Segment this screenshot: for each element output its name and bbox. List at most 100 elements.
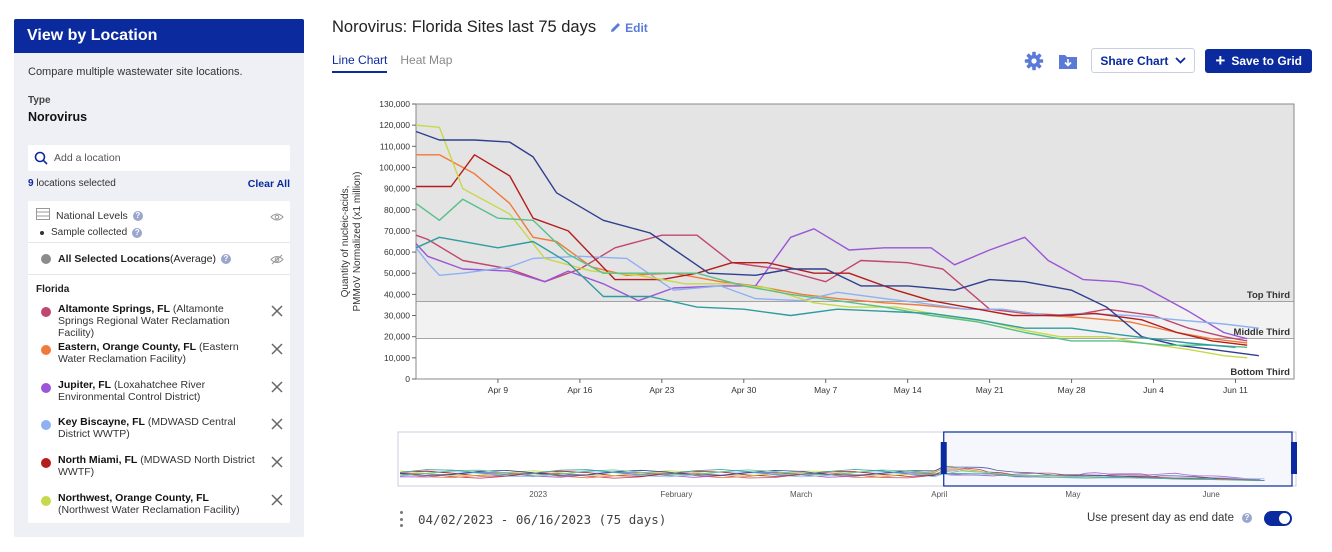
eye-icon[interactable] bbox=[270, 209, 284, 227]
eye-off-icon[interactable] bbox=[270, 254, 284, 268]
threshold-band bbox=[416, 104, 1294, 302]
x-tick-label: Apr 23 bbox=[649, 385, 674, 395]
clear-all-button[interactable]: Clear All bbox=[247, 178, 290, 190]
sidebar-header: View by Location bbox=[14, 19, 304, 53]
average-suffix: (Average) bbox=[170, 252, 216, 265]
threshold-band bbox=[416, 338, 1294, 379]
location-detail: (MDWASD North District WWTF) bbox=[58, 454, 255, 479]
location-label: Northwest, Orange County, FL (Northwest … bbox=[58, 492, 260, 516]
series-line bbox=[415, 130, 1259, 357]
series-color-dot bbox=[41, 458, 51, 469]
series-line bbox=[415, 228, 1248, 340]
location-name: Northwest, Orange County, FL bbox=[58, 491, 209, 504]
remove-location-button[interactable] bbox=[270, 455, 284, 469]
share-chart-button[interactable]: Share Chart bbox=[1091, 48, 1196, 73]
save-to-grid-button[interactable]: + Save to Grid bbox=[1205, 48, 1312, 73]
location-name: Jupiter, FL bbox=[58, 378, 112, 391]
location-label: Jupiter, FL (Loxahatchee River Environme… bbox=[58, 379, 260, 403]
help-icon[interactable]: ? bbox=[132, 227, 143, 238]
pencil-icon bbox=[611, 23, 621, 32]
sample-dot-icon bbox=[40, 230, 44, 235]
selected-count: 9 bbox=[28, 178, 34, 189]
location-item: Northwest, Orange County, FL (Northwest … bbox=[28, 490, 290, 528]
location-label: Eastern, Orange County, FL (Eastern Wate… bbox=[58, 341, 260, 365]
remove-location-button[interactable] bbox=[270, 493, 284, 507]
navigator-window bbox=[943, 431, 1293, 487]
toggle-knob bbox=[1279, 513, 1290, 524]
y-tick-label: 120,000 bbox=[379, 120, 410, 130]
chart-toolbar: Share Chart + Save to Grid bbox=[1023, 48, 1312, 73]
threshold-label: Middle Third bbox=[1234, 327, 1291, 338]
location-name: North Miami, FL bbox=[58, 454, 138, 467]
series-line bbox=[416, 154, 1248, 344]
series-color-dot bbox=[41, 307, 51, 317]
edit-button[interactable]: Edit bbox=[610, 21, 648, 35]
download-folder-icon[interactable] bbox=[1057, 50, 1079, 72]
remove-location-button[interactable] bbox=[270, 342, 284, 356]
y-tick-label: 130,000 bbox=[379, 99, 410, 109]
location-label: North Miami, FL (MDWASD North District W… bbox=[58, 454, 260, 478]
threshold-band bbox=[416, 301, 1294, 339]
location-name: Altamonte Springs, FL bbox=[58, 303, 171, 315]
close-icon bbox=[271, 381, 283, 393]
series-color-dot bbox=[41, 344, 51, 355]
location-search[interactable] bbox=[28, 145, 290, 171]
y-tick-label: 30,000 bbox=[384, 311, 410, 321]
y-tick-label: 10,000 bbox=[384, 353, 410, 363]
present-day-row: Use present day as end date ? bbox=[1087, 512, 1252, 524]
present-day-label: Use present day as end date bbox=[1086, 512, 1234, 524]
average-label: All Selected Locations bbox=[58, 252, 171, 265]
close-icon bbox=[271, 305, 283, 317]
y-tick-label: 80,000 bbox=[384, 205, 410, 215]
navigator-tick-label: June bbox=[1202, 490, 1220, 499]
share-chart-label: Share Chart bbox=[1100, 53, 1169, 68]
remove-location-button[interactable] bbox=[270, 380, 284, 394]
type-value: Norovirus bbox=[28, 110, 88, 124]
navigator-tick-label: May bbox=[1065, 490, 1080, 499]
tab-heat-map[interactable]: Heat Map bbox=[400, 53, 453, 67]
selected-suffix: locations selected bbox=[33, 178, 116, 189]
series-line bbox=[415, 124, 1248, 359]
y-tick-label: 60,000 bbox=[384, 247, 410, 257]
series-line bbox=[416, 154, 1248, 346]
sidebar-subtitle: Compare multiple wastewater site locatio… bbox=[28, 66, 243, 78]
chevron-down-icon bbox=[1175, 57, 1187, 64]
plus-icon: + bbox=[1215, 51, 1226, 70]
edit-label: Edit bbox=[625, 20, 648, 35]
page-title: Norovirus: Florida Sites last 75 days bbox=[332, 18, 597, 36]
x-tick-label: Jun 4 bbox=[1143, 385, 1164, 395]
location-detail: (Northwest Water Reclamation Facility) bbox=[58, 503, 240, 516]
location-item: Eastern, Orange County, FL (Eastern Wate… bbox=[28, 339, 290, 377]
national-levels-row: National Levels ? Sample collected ? bbox=[28, 201, 290, 243]
location-item: Jupiter, FL (Loxahatchee River Environme… bbox=[28, 377, 290, 415]
remove-location-button[interactable] bbox=[270, 304, 284, 318]
help-icon[interactable]: ? bbox=[220, 253, 231, 264]
threshold-label: Top Third bbox=[1247, 290, 1290, 301]
chart-tabs: Line Chart Heat Map bbox=[332, 53, 465, 73]
search-input[interactable] bbox=[54, 152, 274, 164]
x-tick-label: May 7 bbox=[814, 385, 837, 395]
range-navigator[interactable]: 2023 February March April May June bbox=[396, 430, 1300, 500]
navigator-tick-label: February bbox=[660, 490, 692, 499]
sample-collected-label: Sample collected bbox=[51, 227, 128, 238]
location-detail: (Eastern Water Reclamation Facility) bbox=[58, 340, 239, 365]
x-tick-label: May 14 bbox=[894, 385, 922, 395]
national-levels-label: National Levels bbox=[56, 209, 128, 222]
close-icon bbox=[271, 418, 283, 430]
line-chart[interactable]: Top Third Middle Third Bottom Third 0 10,000… bbox=[332, 96, 1312, 401]
x-tick-label: Jun 11 bbox=[1223, 385, 1248, 395]
help-icon[interactable]: ? bbox=[132, 210, 143, 221]
tab-line-chart[interactable]: Line Chart bbox=[332, 53, 388, 73]
grid-icon bbox=[36, 208, 50, 223]
y-tick-label: 40,000 bbox=[384, 289, 410, 299]
selected-count-text: 9 locations selected bbox=[28, 178, 116, 190]
location-detail: (Loxahatchee River Environmental Control… bbox=[58, 378, 206, 403]
kebab-menu-icon[interactable] bbox=[396, 511, 406, 527]
help-icon[interactable]: ? bbox=[1242, 513, 1252, 523]
y-tick-label: 90,000 bbox=[384, 184, 410, 194]
remove-location-button[interactable] bbox=[270, 417, 284, 431]
gear-icon[interactable] bbox=[1023, 50, 1045, 72]
present-day-toggle[interactable] bbox=[1264, 511, 1292, 526]
chart-header: Norovirus: Florida Sites last 75 days Ed… bbox=[332, 18, 648, 37]
series-color-dot bbox=[41, 495, 51, 506]
